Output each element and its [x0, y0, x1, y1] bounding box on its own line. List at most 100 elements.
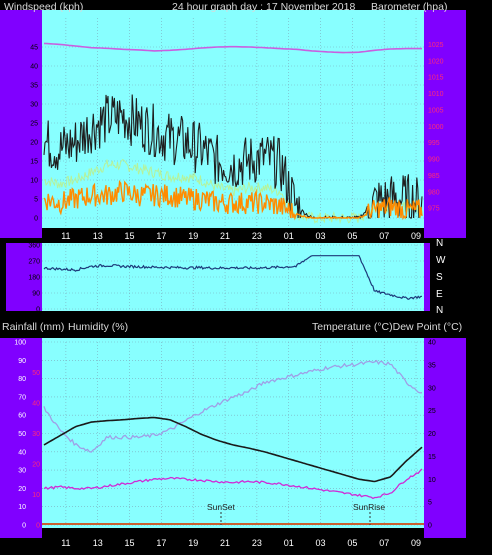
wind-gust-line — [43, 94, 423, 220]
temp-y-tick-label: 5 — [428, 500, 432, 507]
top-frame-left — [0, 10, 42, 238]
baro-y-tick-label: 990 — [428, 157, 440, 164]
temperature-label: Temperature (°C)Dew Point (°C) — [312, 321, 462, 333]
baro-y-tick-label: 995 — [428, 140, 440, 147]
dir-y-tick-label: 180 — [28, 275, 40, 282]
baro-y-tick-label: 1010 — [428, 91, 444, 98]
windspeed-label: Windspeed (kph) — [4, 1, 83, 13]
baro-y-tick-label: 1005 — [428, 107, 444, 114]
bottom-x-tick-label: 23 — [252, 538, 262, 548]
humidity-y-tick-label: 60 — [18, 413, 26, 420]
humidity-y-tick-label: 40 — [18, 449, 26, 456]
rainfall-label: Rainfall (mm) — [2, 321, 64, 333]
wind-y-tick-label: 25 — [30, 121, 38, 128]
top-plot-bg — [42, 10, 424, 228]
humidity-y-tick-label: 90 — [18, 358, 26, 365]
bottom-x-tick-label: 05 — [347, 538, 357, 548]
top-x-tick-label: 01 — [284, 231, 294, 241]
sunrise-label: SunRise — [353, 502, 385, 512]
humidity-y-tick-label: 30 — [18, 468, 26, 475]
wind-y-tick-label: 5 — [34, 197, 38, 204]
top-x-tick-label: 13 — [93, 231, 103, 241]
rain-y-tick-label: 30 — [32, 431, 40, 438]
direction-label: N — [436, 238, 443, 249]
bottom-x-tick-label: 15 — [125, 538, 135, 548]
humidity-line — [43, 359, 423, 453]
bottom-x-tick-label: 19 — [188, 538, 198, 548]
top-x-tick-label: 17 — [156, 231, 166, 241]
humidity-y-tick-label: 70 — [18, 394, 26, 401]
bottom-x-tick-label: 13 — [93, 538, 103, 548]
humidity-y-tick-label: 20 — [18, 486, 26, 493]
dir-y-tick-label: 0 — [36, 307, 40, 314]
wind-y-tick-label: 30 — [30, 102, 38, 109]
dir-frame-left — [6, 243, 42, 311]
top-frame-right — [424, 10, 466, 238]
barometer-line — [43, 42, 422, 54]
baro-y-tick-label: 985 — [428, 173, 440, 180]
top-x-tick-label: 03 — [316, 231, 326, 241]
top-x-tick-label: 07 — [379, 231, 389, 241]
graph-title: 24 hour graph day : 17 November 2018 — [172, 1, 355, 13]
wind-direction-line — [43, 255, 423, 300]
bottom-frame-left — [0, 338, 42, 538]
sunset-label: SunSet — [207, 502, 236, 512]
bottom-x-tick-label: 01 — [284, 538, 294, 548]
top-x-tick-label: 11 — [61, 231, 70, 241]
bottom-x-tick-label: 17 — [156, 538, 166, 548]
baro-y-tick-label: 1025 — [428, 42, 444, 49]
bottom-plot-bg — [42, 338, 424, 528]
dir-y-tick-label: 270 — [28, 259, 40, 266]
baro-y-tick-label: 1020 — [428, 58, 444, 65]
rain-y-tick-label: 20 — [32, 462, 40, 469]
baro-y-tick-label: 975 — [428, 206, 440, 213]
direction-label: W — [436, 255, 446, 266]
temp-y-tick-label: 35 — [428, 362, 436, 369]
humidity-label: Humidity (%) — [68, 321, 128, 333]
dir-y-tick-label: 360 — [28, 243, 40, 250]
direction-label: E — [436, 289, 443, 300]
bottom-x-tick-label: 11 — [61, 538, 70, 548]
temp-y-tick-label: 10 — [428, 477, 436, 484]
direction-label: N — [436, 305, 443, 316]
temp-y-tick-label: 40 — [428, 340, 436, 347]
wind-y-tick-label: 0 — [34, 216, 38, 223]
wind-y-tick-label: 40 — [30, 64, 38, 71]
series-layer — [42, 42, 424, 525]
top-x-tick-label: 21 — [220, 231, 230, 241]
temperature-line — [43, 416, 423, 483]
barometer-label: Barometer (hpa) — [371, 1, 447, 13]
rain-y-tick-label: 0 — [36, 523, 40, 530]
top-x-tick-label: 15 — [125, 231, 135, 241]
wind-y-tick-label: 10 — [30, 178, 38, 185]
temp-y-tick-label: 15 — [428, 454, 436, 461]
humidity-y-tick-label: 0 — [22, 523, 26, 530]
bottom-x-tick-label: 21 — [220, 538, 230, 548]
dir-y-tick-label: 90 — [32, 291, 40, 298]
bottom-frame-right — [424, 338, 466, 538]
dir-frame-right — [424, 243, 430, 311]
label-layer: 0510152025303540459759809859909951000100… — [14, 42, 446, 548]
temp-y-tick-label: 20 — [428, 431, 436, 438]
rain-y-tick-label: 50 — [32, 370, 40, 377]
dewpoint-line — [43, 468, 423, 500]
top-x-tick-label: 09 — [411, 231, 421, 241]
wind-average-line — [43, 179, 423, 221]
wind-y-tick-label: 35 — [30, 83, 38, 90]
humidity-y-tick-label: 100 — [14, 340, 26, 347]
wind-y-tick-label: 45 — [30, 45, 38, 52]
bottom-x-tick-label: 09 — [411, 538, 421, 548]
temp-y-tick-label: 30 — [428, 385, 436, 392]
rain-y-tick-label: 40 — [32, 401, 40, 408]
humidity-y-tick-label: 10 — [18, 504, 26, 511]
wind-series-light-line — [43, 158, 423, 225]
bottom-x-tick-label: 07 — [379, 538, 389, 548]
top-x-tick-label: 19 — [188, 231, 198, 241]
baro-y-tick-label: 1000 — [428, 124, 444, 131]
temp-y-tick-label: 25 — [428, 408, 436, 415]
baro-y-tick-label: 1015 — [428, 75, 444, 82]
temp-y-tick-label: 0 — [428, 523, 432, 530]
bottom-x-tick-label: 03 — [316, 538, 326, 548]
rain-y-tick-label: 10 — [32, 492, 40, 499]
